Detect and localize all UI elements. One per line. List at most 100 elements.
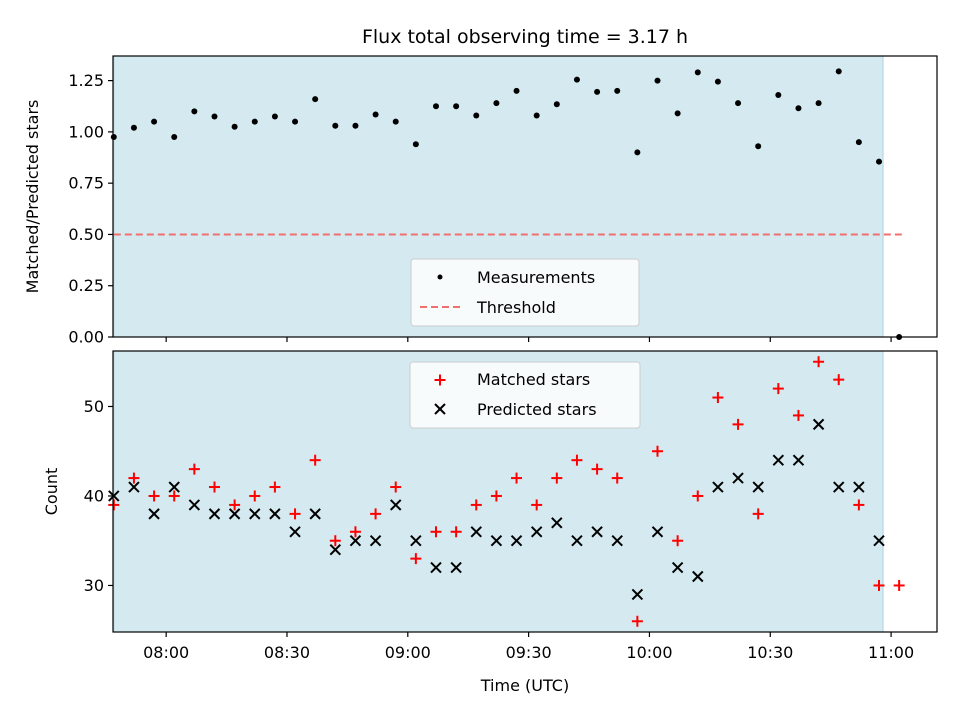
- predicted-star-point: [410, 535, 422, 547]
- legend-matched-label: Matched stars: [477, 370, 590, 389]
- x-tick-label: 11:00: [868, 643, 914, 662]
- measurement-point: [533, 112, 540, 119]
- predicted-star-point: [873, 535, 885, 547]
- matched-star-point: [390, 481, 402, 493]
- predicted-star-point: [631, 588, 644, 601]
- predicted-star-point: [208, 508, 221, 520]
- predicted-star-point: [309, 508, 321, 520]
- x-b: [128, 481, 140, 493]
- matched-star-point: [410, 553, 422, 565]
- x-tick-label: 08:30: [264, 643, 310, 662]
- measurement-point: [432, 103, 439, 110]
- predicted-star-point: [692, 570, 704, 583]
- bottom-legend-box: [409, 361, 641, 429]
- predicted-stars-points: [108, 418, 885, 601]
- x-b: [752, 481, 764, 493]
- x-b: [651, 526, 664, 538]
- predicted-star-point: [108, 490, 120, 502]
- x-b: [228, 508, 241, 520]
- chart-title: Flux total observing time = 3.17 h: [362, 26, 688, 48]
- legend-predicted-label: Predicted stars: [477, 400, 597, 419]
- measurement-point: [835, 68, 842, 75]
- x-b: [571, 535, 583, 547]
- bottom-y-tick-label: 50: [84, 397, 104, 416]
- matched-star-point: [329, 535, 341, 547]
- matched-star-point: [551, 472, 563, 484]
- measurement-point: [151, 118, 158, 125]
- matched-star-point: [511, 472, 523, 484]
- predicted-star-point: [289, 526, 301, 538]
- measurement-point: [714, 78, 721, 85]
- x-b: [510, 535, 523, 547]
- predicted-star-point: [530, 526, 543, 538]
- measurement-point: [412, 141, 419, 148]
- measurement-point: [674, 110, 681, 117]
- measurement-point: [634, 149, 641, 156]
- top-y-tick-label: 0.75: [68, 174, 104, 193]
- x-tick-label: 10:00: [626, 643, 672, 662]
- legend-matched-marker: [434, 374, 446, 386]
- predicted-star-point: [671, 561, 684, 574]
- predicted-star-point: [470, 526, 482, 538]
- measurement-point: [171, 134, 178, 141]
- measurement-point: [292, 118, 299, 125]
- bottom-panel: 08:00 08:30 09:00 09:30 10:00 10:30 11:00 30 40…: [42, 350, 938, 695]
- predicted-star-point: [651, 526, 664, 538]
- matched-star-point: [652, 445, 664, 457]
- top-y-tick-label: 1.00: [68, 122, 104, 141]
- x-b: [490, 535, 503, 547]
- top-y-tick-label: 1.25: [68, 71, 104, 90]
- matched-star-point: [309, 454, 321, 466]
- measurement-point: [473, 112, 480, 119]
- predicted-star-point: [732, 472, 744, 484]
- x-b: [530, 526, 543, 538]
- matched-star-point: [611, 472, 623, 484]
- x-b: [309, 508, 321, 520]
- matched-star-point: [208, 481, 220, 493]
- measurement-point: [191, 108, 198, 115]
- measurement-point: [211, 113, 218, 120]
- x-b: [833, 481, 845, 493]
- x-b: [712, 481, 724, 493]
- matched-star-point: [752, 508, 764, 520]
- x-b: [812, 418, 825, 431]
- predicted-star-point: [510, 535, 523, 547]
- x-b: [430, 561, 442, 574]
- x-b: [470, 526, 482, 538]
- measurement-point: [795, 105, 802, 112]
- x-tick-label: 09:00: [385, 643, 431, 662]
- matched-star-point: [893, 579, 905, 591]
- predicted-star-point: [369, 535, 382, 547]
- matched-star-point: [370, 508, 382, 520]
- x-b: [732, 472, 744, 484]
- x-b: [873, 535, 885, 547]
- matched-star-point: [571, 454, 583, 466]
- measurement-point: [231, 123, 238, 130]
- predicted-star-point: [591, 526, 603, 538]
- measurement-point: [251, 118, 258, 125]
- matched-star-point: [672, 535, 684, 547]
- matched-star-point: [833, 374, 845, 386]
- bottom-legend: Matched stars Predicted stars: [409, 361, 641, 429]
- bottom-y-tick-label: 30: [84, 576, 104, 595]
- matched-star-point: [772, 383, 784, 395]
- predicted-star-point: [833, 481, 845, 493]
- matched-star-point: [692, 490, 704, 502]
- matched-star-point: [128, 472, 140, 484]
- x-b: [671, 561, 684, 574]
- x-b: [289, 526, 301, 538]
- predicted-star-point: [450, 561, 462, 574]
- top-y-axis-label: Matched/Predicted stars: [23, 100, 42, 294]
- matched-star-point: [269, 481, 281, 493]
- measurement-points: [110, 68, 903, 340]
- bottom-y-axis-label: Count: [42, 468, 61, 516]
- matched-star-point: [591, 463, 603, 475]
- x-b: [148, 508, 160, 520]
- measurement-point: [110, 134, 117, 141]
- matched-star-point: [470, 499, 482, 511]
- measurement-point: [493, 100, 500, 107]
- matched-star-point: [349, 526, 361, 538]
- predicted-star-point: [853, 481, 865, 493]
- measurement-point: [271, 113, 278, 120]
- x-b: [188, 499, 201, 511]
